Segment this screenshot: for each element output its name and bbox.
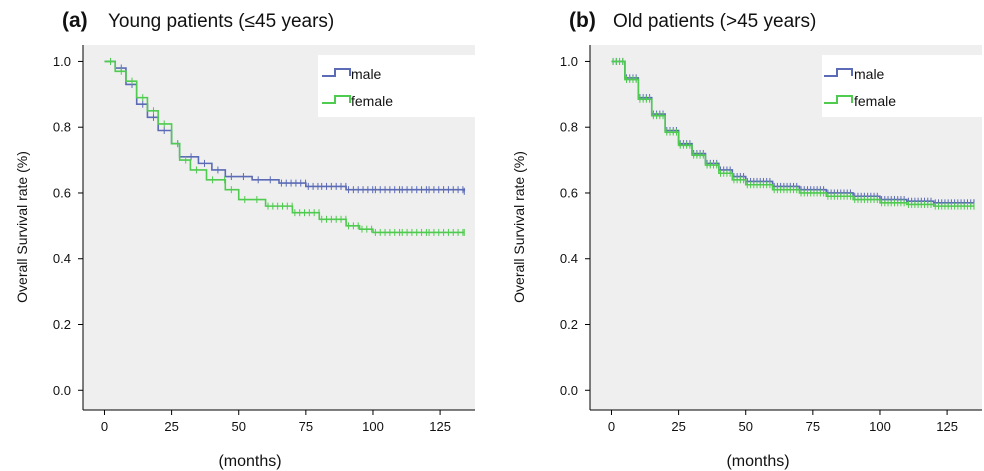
panel-a-legend-female-label: female (351, 93, 393, 109)
panel-b: (b) Old patients (>45 years) 0 25 50 75 100 1… (511, 9, 982, 470)
panel-b-series-female-line (611, 60, 974, 207)
panel-a-ytick-label: 0.6 (53, 185, 71, 200)
panel-b-xtick-label: 25 (671, 419, 685, 434)
panel-b-legend-female-swatch (824, 95, 853, 104)
panel-b-title: Old patients (>45 years) (613, 11, 816, 32)
panel-a-series (104, 57, 466, 236)
panel-a-ytick-label: 0.0 (53, 383, 71, 398)
panel-b-xlabel: (months) (726, 453, 789, 470)
panel-b-ytick-label: 0.6 (560, 185, 578, 200)
panel-a-ytick-label: 0.2 (53, 317, 71, 332)
panel-b-legend-male-label: male (854, 66, 885, 82)
panel-a-xtick-label: 0 (101, 419, 108, 434)
panel-a-series-female-line (104, 60, 465, 234)
panel-b-ytick-label: 0.4 (560, 251, 578, 266)
panel-b-legend: male female (822, 55, 982, 117)
panel-b-xtick-label: 100 (869, 419, 891, 434)
panel-a: (a) Young patients (≤45 years) 0 25 50 75 10… (14, 9, 475, 470)
panel-b-ytick-label: 1.0 (560, 54, 578, 69)
panel-a-legend-box (318, 55, 475, 117)
panel-a-xtick-label: 50 (231, 419, 245, 434)
panel-b-xtick-label: 0 (608, 419, 615, 434)
panel-a-ylabel: Overall Survival rate (%) (14, 151, 30, 303)
panel-a-xtick-label: 100 (362, 419, 384, 434)
panel-b-xtick-label: 50 (738, 419, 752, 434)
panel-b-xtick-label: 75 (806, 419, 820, 434)
panel-a-xtick-label: 25 (164, 419, 178, 434)
panel-a-xlabel: (months) (218, 453, 281, 470)
panel-b-legend-box (822, 55, 982, 117)
panel-b-ticks: 0 25 50 75 100 125 0.0 0.2 0.4 0.6 0.8 1.0 (560, 54, 958, 434)
panel-a-ytick-label: 0.8 (53, 120, 71, 135)
panel-a-ticks: 0 25 50 75 100 125 0.0 0.2 0.4 0.6 0.8 1.0 (53, 54, 451, 434)
panel-a-xtick-label: 125 (429, 419, 451, 434)
panel-b-ylabel: Overall Survival rate (%) (511, 151, 527, 303)
panel-a-legend: male female (318, 55, 475, 117)
panel-a-xtick-label: 75 (299, 419, 313, 434)
panel-a-letter: (a) (62, 9, 88, 32)
panel-b-ytick-label: 0.2 (560, 317, 578, 332)
panel-b-letter: (b) (569, 9, 596, 32)
panel-b-ytick-label: 0.8 (560, 120, 578, 135)
panel-a-legend-male-label: male (351, 66, 382, 82)
panel-a-legend-male-swatch (322, 68, 351, 77)
panel-b-ytick-label: 0.0 (560, 383, 578, 398)
panel-b-series (611, 57, 975, 210)
panel-b-legend-female-label: female (854, 93, 896, 109)
panel-a-ytick-label: 0.4 (53, 251, 71, 266)
panel-a-ytick-label: 1.0 (53, 54, 71, 69)
panel-a-legend-female-swatch (322, 95, 351, 104)
panel-b-xtick-label: 125 (936, 419, 958, 434)
panel-a-title: Young patients (≤45 years) (108, 11, 334, 32)
panel-b-legend-male-swatch (824, 68, 853, 77)
